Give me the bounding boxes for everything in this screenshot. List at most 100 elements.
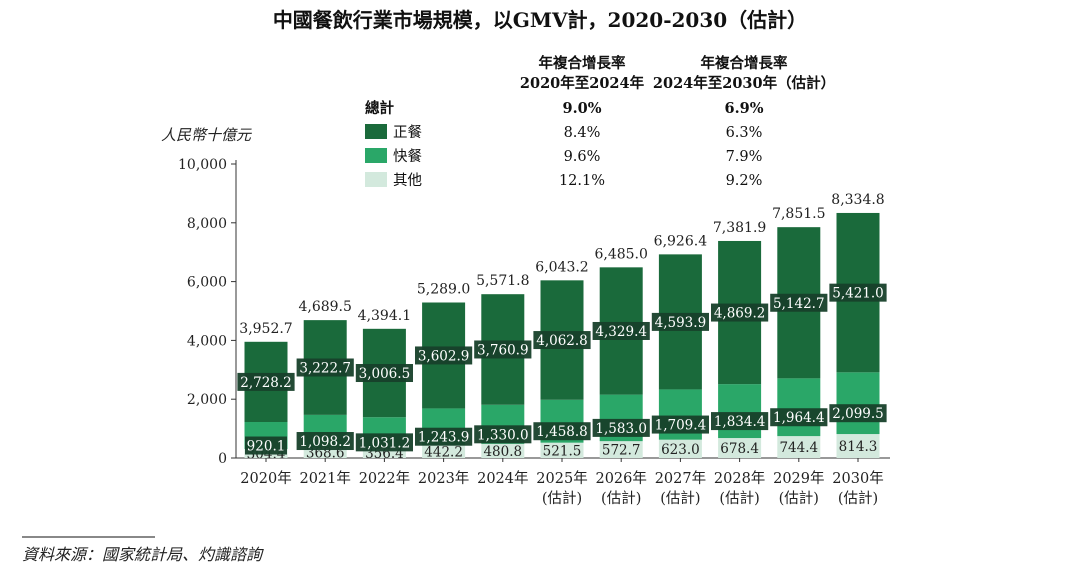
data-label-box bbox=[711, 303, 769, 322]
cagr-value: 6.9% bbox=[724, 100, 763, 117]
data-label-box bbox=[245, 436, 287, 455]
x-tick-label: 2027年 bbox=[655, 470, 706, 487]
data-label-box bbox=[355, 364, 413, 383]
data-label: 4,329.4 bbox=[595, 324, 647, 340]
total-label: 6,485.0 bbox=[594, 246, 647, 262]
cagr-value: 8.4% bbox=[564, 125, 601, 141]
cagr-value: 6.3% bbox=[726, 125, 763, 141]
data-label-box bbox=[474, 425, 532, 444]
data-label: 4,593.9 bbox=[655, 315, 707, 331]
total-label: 3,952.7 bbox=[239, 321, 292, 337]
x-tick-label: (估計) bbox=[719, 490, 759, 507]
data-label: 4,869.2 bbox=[714, 306, 766, 322]
data-label: 521.5 bbox=[543, 443, 582, 459]
cagr-header: 年複合增長率 bbox=[701, 54, 788, 72]
bar-other bbox=[836, 434, 880, 458]
x-tick-label: (估計) bbox=[542, 490, 582, 507]
x-tick-label: 2030年 bbox=[832, 470, 883, 487]
data-label: 1,031.2 bbox=[359, 435, 411, 451]
chart-title: 中國餐飲行業市場規模，以GMV計，2020-2030（估計） bbox=[273, 8, 807, 32]
bar-other bbox=[599, 441, 643, 458]
data-label: 2,099.5 bbox=[832, 406, 884, 422]
total-label: 4,689.5 bbox=[298, 299, 351, 315]
data-label-box bbox=[296, 432, 354, 451]
bar-other bbox=[777, 436, 821, 458]
data-label: 814.3 bbox=[839, 439, 878, 455]
cagr-value: 9.0% bbox=[562, 100, 601, 117]
data-label: 623.0 bbox=[661, 442, 700, 458]
data-label: 920.1 bbox=[247, 439, 286, 455]
x-tick-label: (估計) bbox=[601, 490, 641, 507]
legend-swatch bbox=[365, 172, 387, 187]
data-label: 1,709.4 bbox=[655, 418, 707, 434]
total-label: 8,334.8 bbox=[831, 192, 884, 208]
total-label: 5,289.0 bbox=[417, 282, 470, 298]
data-label-box bbox=[415, 427, 473, 446]
data-label-box bbox=[355, 433, 413, 452]
legend-label: 正餐 bbox=[393, 124, 422, 141]
total-label: 6,043.2 bbox=[535, 259, 588, 275]
cagr-value: 12.1% bbox=[559, 173, 605, 189]
x-tick-label: 2021年 bbox=[299, 470, 350, 487]
bar-other bbox=[303, 447, 347, 458]
data-label: 1,330.0 bbox=[477, 427, 529, 443]
data-label: 5,142.7 bbox=[773, 296, 825, 312]
x-tick-label: 2022年 bbox=[359, 470, 410, 487]
bar-other bbox=[362, 447, 406, 458]
data-label-box bbox=[474, 340, 532, 359]
data-label-box bbox=[296, 358, 354, 377]
data-label-box bbox=[533, 331, 591, 350]
data-label: 1,834.4 bbox=[714, 414, 766, 430]
x-tick-label: 2029年 bbox=[773, 470, 824, 487]
x-tick-label: 2020年 bbox=[240, 470, 291, 487]
data-label: 3,760.9 bbox=[477, 342, 529, 358]
x-tick-label: 2023年 bbox=[418, 470, 469, 487]
y-tick-label: 4,000 bbox=[187, 333, 227, 349]
cagr-value: 9.2% bbox=[726, 173, 763, 189]
data-label-box bbox=[533, 422, 591, 441]
y-tick-label: 2,000 bbox=[187, 392, 227, 408]
bar-other bbox=[540, 442, 584, 458]
total-label: 7,851.5 bbox=[772, 206, 825, 222]
data-label-box bbox=[592, 321, 650, 340]
data-label-box bbox=[592, 418, 650, 437]
bar-other bbox=[422, 444, 466, 458]
cagr-header: 年複合增長率 bbox=[539, 54, 626, 72]
data-label: 1,458.8 bbox=[536, 424, 588, 440]
y-tick-label: 10,000 bbox=[178, 157, 227, 173]
data-label: 480.8 bbox=[483, 444, 522, 460]
x-tick-label: 2025年 bbox=[536, 470, 587, 487]
y-tick-label: 0 bbox=[218, 451, 227, 467]
legend-swatch bbox=[365, 124, 387, 139]
data-label-box bbox=[237, 372, 295, 391]
source-note: 資料來源：國家統計局、灼識諮詢 bbox=[22, 545, 264, 564]
bar-fastfood bbox=[777, 378, 821, 437]
data-label: 3,006.5 bbox=[359, 366, 411, 382]
x-tick-label: 2028年 bbox=[714, 470, 765, 487]
data-label: 2,728.2 bbox=[240, 375, 292, 391]
total-label: 6,926.4 bbox=[654, 233, 708, 249]
legend-swatch bbox=[365, 148, 387, 163]
data-label: 1,583.0 bbox=[595, 421, 647, 437]
legend-total-label: 總計 bbox=[365, 99, 394, 117]
data-label: 5,421.0 bbox=[832, 286, 884, 302]
data-label-box bbox=[770, 293, 828, 312]
cagr-value: 7.9% bbox=[726, 149, 763, 165]
x-tick-label: (估計) bbox=[838, 490, 878, 507]
x-tick-label: (估計) bbox=[779, 490, 819, 507]
data-label: 1,964.4 bbox=[773, 410, 825, 426]
y-axis-label: 人民幣十億元 bbox=[161, 126, 252, 144]
data-label: 4,062.8 bbox=[536, 333, 588, 349]
data-label-box bbox=[711, 412, 769, 431]
cagr-header: 2020年至2024年 bbox=[520, 74, 645, 92]
total-label: 7,381.9 bbox=[713, 220, 766, 236]
data-label-box bbox=[651, 415, 709, 434]
data-label: 744.4 bbox=[779, 440, 818, 456]
data-label-box bbox=[415, 346, 473, 365]
cagr-value: 9.6% bbox=[564, 149, 601, 165]
bar-fastfood bbox=[836, 372, 880, 435]
legend-label: 快餐 bbox=[393, 148, 422, 165]
bar-other bbox=[481, 443, 525, 458]
data-label: 678.4 bbox=[720, 441, 759, 457]
